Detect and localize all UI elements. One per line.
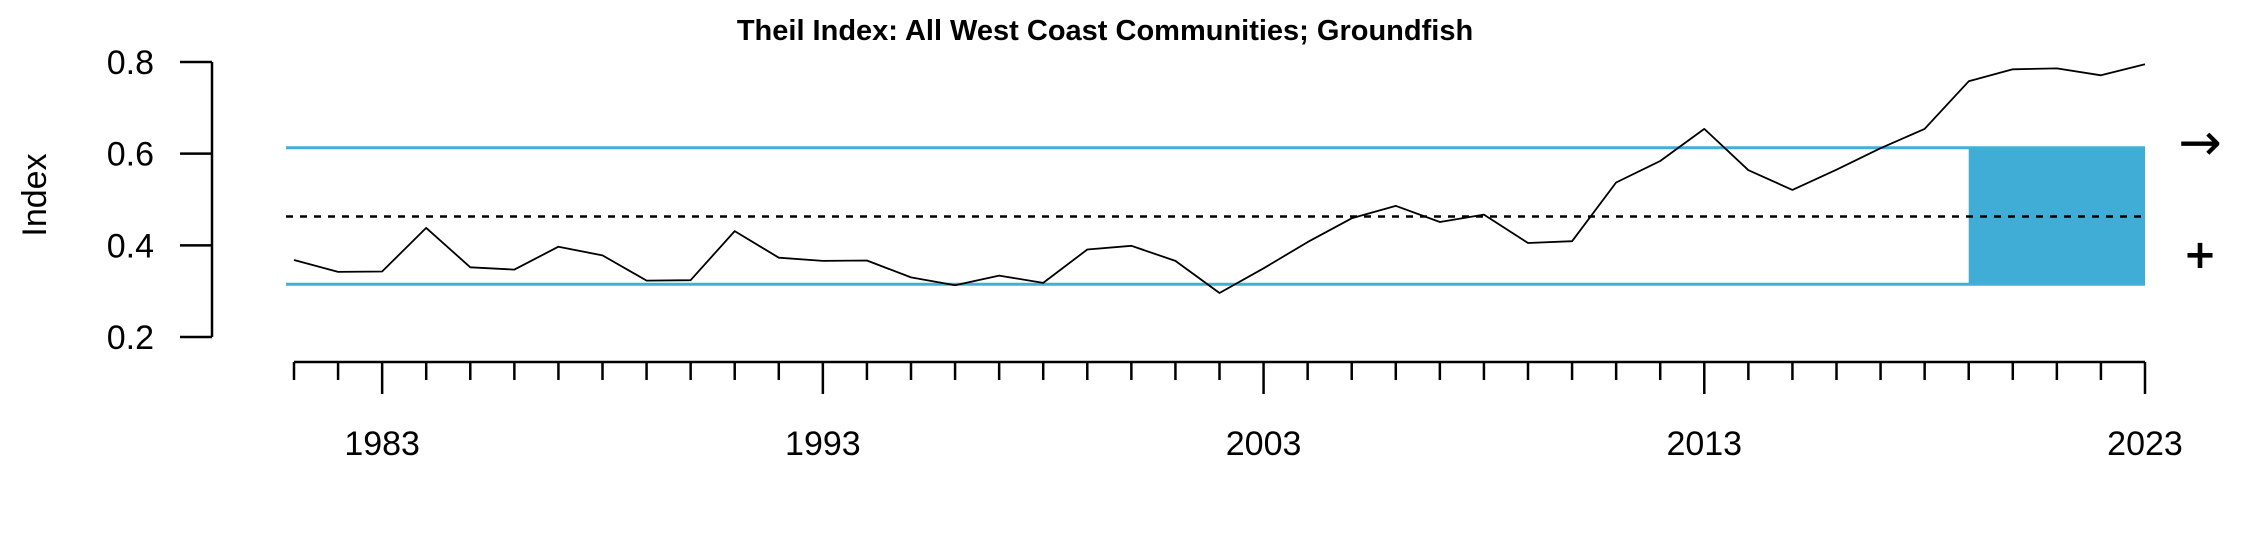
y-axis-label: Index <box>16 153 54 236</box>
chart-title: Theil Index: All West Coast Communities;… <box>737 15 1473 47</box>
x-tick-label-0: 1983 <box>344 425 420 463</box>
reference-lines <box>286 146 2145 286</box>
trend-plus-icon: + <box>2183 232 2217 278</box>
x-tick-label-3: 2013 <box>1666 425 1742 463</box>
x-tick-label-1: 1993 <box>785 425 861 463</box>
trend-arrow-icon: → <box>2178 113 2222 173</box>
y-tick-label-2: 0.6 <box>107 136 154 174</box>
y-tick-label-1: 0.4 <box>107 227 154 265</box>
x-tick-label-2: 2003 <box>1226 425 1302 463</box>
series-layer <box>293 63 2146 294</box>
y-tick-label-0: 0.2 <box>107 319 154 357</box>
y-axis: 0.2 0.4 0.6 0.8 <box>107 44 214 357</box>
x-tick-label-4: 2023 <box>2107 425 2183 463</box>
series-line-0 <box>293 63 2146 294</box>
x-axis: 1983 1993 2003 2013 2023 <box>292 360 2183 463</box>
indicator-symbols: →+ <box>2178 113 2222 278</box>
y-tick-label-3: 0.8 <box>107 44 154 82</box>
